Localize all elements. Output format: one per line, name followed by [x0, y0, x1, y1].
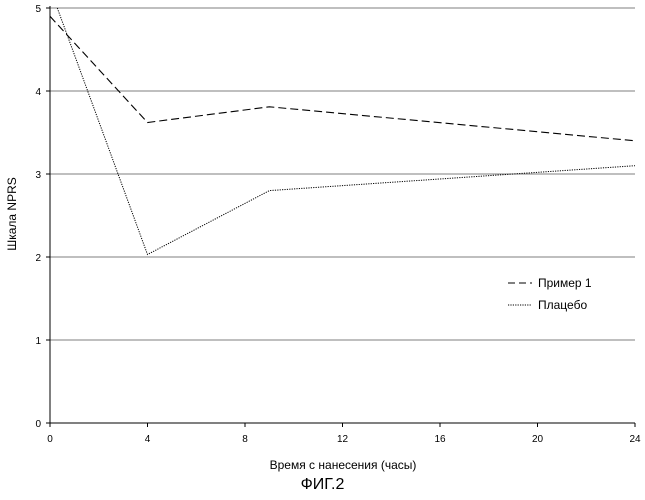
legend: Пример 1 Плацебо: [508, 276, 592, 312]
x-tick-label: 12: [337, 434, 349, 445]
x-tick-label: 8: [242, 434, 248, 445]
x-tick-label: 0: [47, 434, 53, 445]
figure-caption: ФИГ.2: [300, 476, 345, 493]
x-tick-label: 4: [145, 434, 151, 445]
y-tick-label: 0: [35, 419, 41, 430]
x-tick-label: 16: [434, 434, 446, 445]
series-line-1: [49, 15, 636, 142]
series-lines: [49, 7, 636, 256]
y-axis-title: Шкала NPRS: [5, 177, 19, 251]
y-tick-label: 1: [35, 336, 41, 347]
legend-label-series-2: Плацебо: [538, 298, 587, 312]
axes: [46, 6, 636, 427]
x-tick-label: 20: [532, 434, 544, 445]
series-line-2: [56, 7, 636, 256]
y-tick-label: 2: [35, 253, 41, 264]
x-axis-title: Время с нанесения (часы): [270, 458, 417, 472]
grid-lines: [50, 7, 635, 341]
legend-label-series-1: Пример 1: [538, 276, 592, 290]
y-tick-label: 4: [35, 87, 41, 98]
y-tick-label: 3: [35, 170, 41, 181]
x-tick-label: 24: [629, 434, 641, 445]
y-tick-label: 5: [35, 4, 41, 15]
